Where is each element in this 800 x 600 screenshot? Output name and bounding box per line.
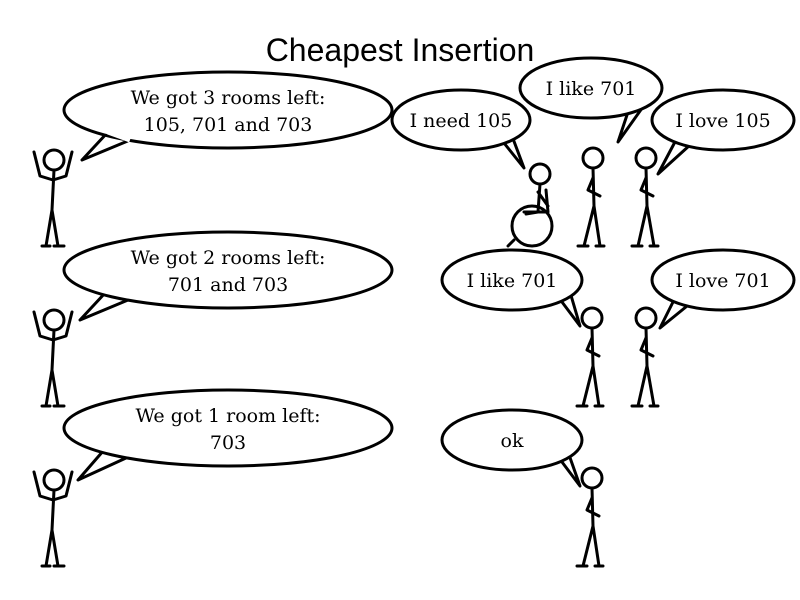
guest-stick-figure (630, 306, 660, 408)
host-speech-bubble: We got 1 room left: 703 (62, 388, 394, 482)
diagram-title: Cheapest Insertion (265, 32, 535, 68)
host-speech-bubble: We got 2 rooms left: 701 and 703 (62, 230, 394, 322)
scene-2: We got 2 rooms left: 701 and 703 I like … (32, 230, 796, 408)
bubble-outline (62, 230, 394, 310)
guest-speech-bubble-2: I like 701 (518, 56, 664, 144)
scene-3: We got 1 room left: 703 ok (32, 388, 605, 568)
scene-1: We got 3 rooms left: 105, 701 and 703 I … (32, 56, 796, 248)
guest-stick-figure (630, 146, 660, 248)
host-line-1: We got 3 rooms left: (131, 87, 326, 109)
host-line-1: We got 2 rooms left: (131, 247, 326, 269)
bubble-outline (390, 88, 532, 152)
host-stick-figure (32, 468, 74, 568)
guest-bubble-text: I need 105 (410, 110, 513, 132)
guest-stick-figure (575, 306, 605, 408)
host-line-1: We got 1 room left: (135, 405, 320, 427)
guest-bubble-text: I love 105 (675, 110, 770, 132)
guest-bubble-text: ok (501, 430, 524, 452)
host-line-2: 701 and 703 (168, 274, 288, 296)
host-speech-bubble: We got 3 rooms left: 105, 701 and 703 (62, 70, 394, 162)
bubble-outline (62, 70, 394, 150)
bubble-outline (650, 88, 796, 152)
bubble-joint (107, 129, 131, 143)
guest-speech-bubble-2: I love 701 (650, 248, 796, 330)
bubble-outline (440, 248, 584, 312)
wheelchair-guest-figure (506, 162, 554, 248)
bubble-outline (62, 388, 394, 468)
guest-bubble-text: I like 701 (546, 78, 637, 100)
host-stick-figure (32, 308, 74, 408)
bubble-outline (650, 248, 796, 312)
guest-bubble-text: I like 701 (467, 270, 558, 292)
guest-speech-bubble-1: I need 105 (390, 88, 532, 170)
guest-stick-figure (576, 146, 606, 248)
bubble-outline (518, 56, 664, 120)
guest-speech-bubble-1: I like 701 (440, 248, 584, 328)
bubble-outline (440, 408, 584, 472)
guest-speech-bubble-1: ok (440, 408, 584, 488)
host-line-2: 703 (210, 432, 246, 454)
host-stick-figure (32, 148, 74, 248)
guest-speech-bubble-3: I love 105 (650, 88, 796, 176)
guest-stick-figure (575, 466, 605, 568)
wheelchair-icon (510, 204, 554, 248)
guest-bubble-text: I love 701 (675, 270, 770, 292)
host-line-2: 105, 701 and 703 (144, 114, 313, 136)
